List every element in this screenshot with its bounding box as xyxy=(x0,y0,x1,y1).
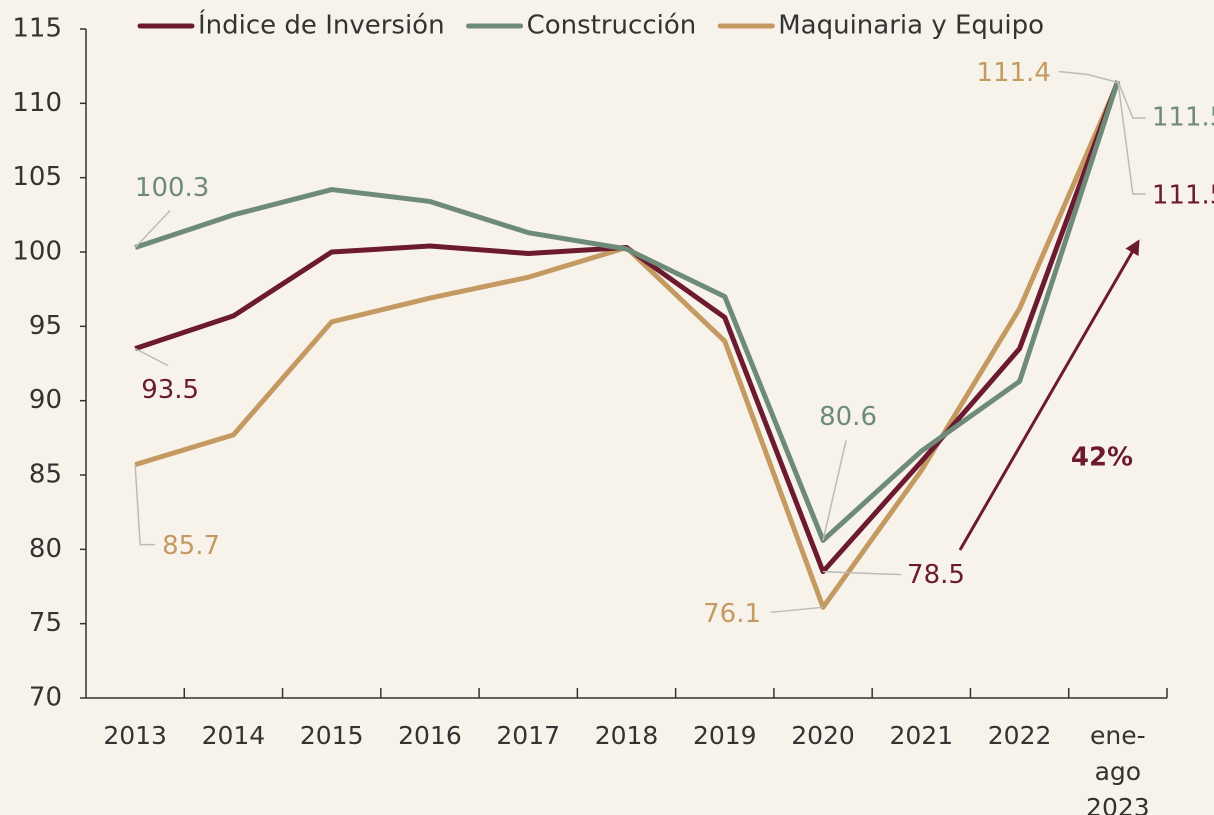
y-tick-label: 100 xyxy=(12,237,62,267)
series-line xyxy=(134,80,1121,575)
legend-label: Construcción xyxy=(527,11,697,41)
x-tick-label: 2016 xyxy=(398,721,462,750)
data-label: 93.5 xyxy=(141,375,199,405)
x-tick-label: 2018 xyxy=(594,721,659,750)
leader-line xyxy=(1117,80,1146,119)
x-tick-label: 2021 xyxy=(889,721,954,750)
series-line xyxy=(134,81,1121,610)
data-label: 111.5 xyxy=(1152,103,1214,133)
data-label: 80.6 xyxy=(819,402,877,432)
y-tick-label: 75 xyxy=(29,608,62,638)
leader-line xyxy=(823,570,902,576)
leader-line xyxy=(134,210,171,249)
leader-line xyxy=(770,606,824,614)
y-tick-label: 85 xyxy=(29,460,62,490)
annotation: 42% xyxy=(1071,443,1133,473)
x-tick-label: ene-ago 2023 xyxy=(1086,721,1150,815)
leader-line xyxy=(1117,80,1146,195)
data-label: 111.4 xyxy=(976,58,1050,88)
y-tick-label: 105 xyxy=(12,162,62,192)
leader-line xyxy=(134,464,156,546)
x-tick-label: 2020 xyxy=(791,721,855,750)
x-tick-label: 2022 xyxy=(987,721,1052,750)
data-label: 85.7 xyxy=(162,531,220,561)
data-label: 111.5 xyxy=(1152,181,1214,211)
leader-line xyxy=(1058,70,1119,84)
y-tick-label: 95 xyxy=(29,311,62,341)
legend-label: Maquinaria y Equipo xyxy=(778,11,1044,41)
legend-label: Índice de Inversión xyxy=(198,9,445,41)
x-tick-label: 2014 xyxy=(201,721,266,750)
x-tick-label: 2013 xyxy=(103,721,167,750)
series-line xyxy=(134,80,1121,543)
data-label: 100.3 xyxy=(135,173,209,203)
data-label: 76.1 xyxy=(703,599,761,629)
leader-line xyxy=(134,347,169,367)
leader-line xyxy=(822,440,847,541)
y-tick-label: 80 xyxy=(29,534,62,564)
x-tick-label: 2015 xyxy=(299,721,364,750)
y-tick-label: 110 xyxy=(12,88,62,118)
growth-arrow xyxy=(958,239,1140,551)
x-tick-label: 2019 xyxy=(692,721,757,750)
data-label: 78.5 xyxy=(907,560,965,590)
y-tick-label: 70 xyxy=(29,683,62,713)
x-tick-label: 2017 xyxy=(496,721,561,750)
y-tick-label: 115 xyxy=(12,14,62,44)
y-tick-label: 90 xyxy=(29,385,62,415)
